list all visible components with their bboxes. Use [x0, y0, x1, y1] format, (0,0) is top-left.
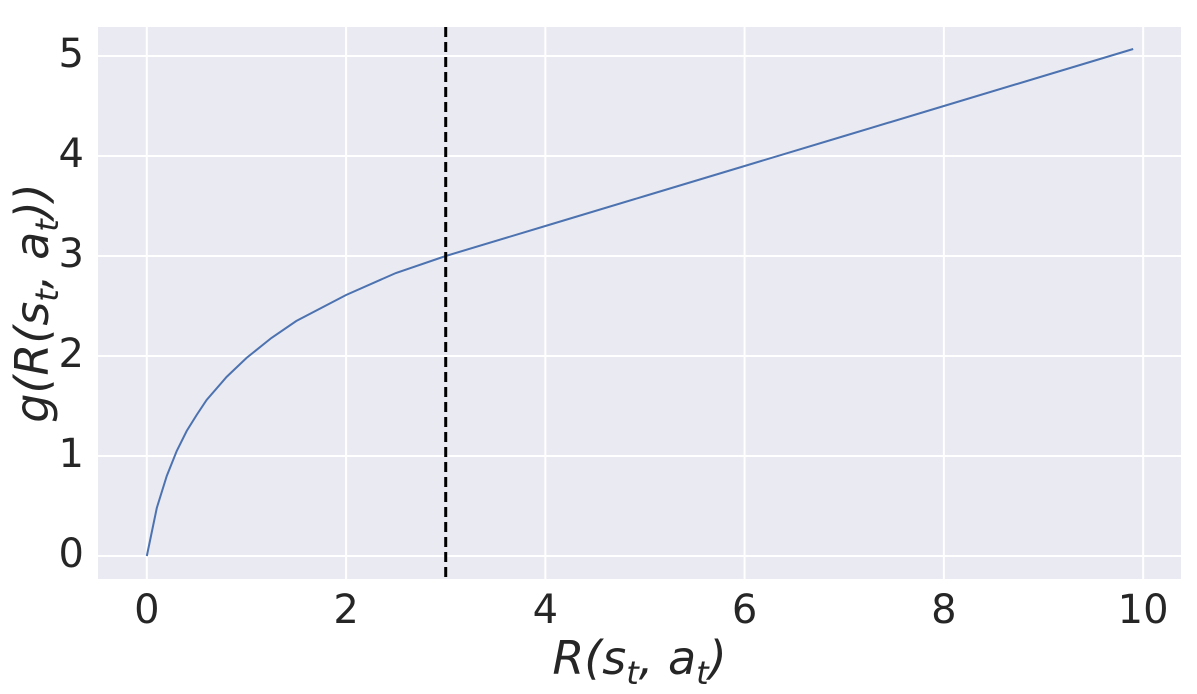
x-tick-label: 4	[533, 587, 558, 633]
x-tick-label: 8	[931, 587, 956, 633]
ylabel: g(R(st, at))	[5, 183, 66, 422]
grid	[98, 27, 1181, 579]
y-tick-label: 5	[59, 31, 84, 77]
x-tick-label: 0	[134, 587, 159, 633]
label-part: , a	[639, 631, 696, 685]
label-part: R(s	[552, 631, 626, 685]
x-tick-label: 6	[732, 587, 757, 633]
x-tick-label: 2	[333, 587, 358, 633]
subscript: t	[696, 654, 710, 690]
label-part: g(R(s	[5, 302, 59, 423]
y-tick-label: 3	[59, 231, 84, 277]
label-part: , a	[5, 232, 59, 289]
data-line	[145, 48, 1134, 557]
y-tick-label: 1	[59, 431, 84, 477]
xlabel: R(st, at)	[552, 631, 726, 690]
y-tick-label: 4	[59, 131, 84, 177]
label-part: )	[706, 631, 727, 685]
subscript: t	[626, 654, 640, 690]
x-tick-label: 10	[1118, 587, 1169, 633]
marks	[145, 27, 1134, 579]
label-part: ))	[5, 183, 59, 222]
y-tick-label: 0	[59, 531, 84, 577]
plot-area	[98, 27, 1181, 579]
subscript: t	[28, 288, 66, 302]
subscript: t	[28, 218, 66, 232]
y-tick-label: 2	[59, 331, 84, 377]
